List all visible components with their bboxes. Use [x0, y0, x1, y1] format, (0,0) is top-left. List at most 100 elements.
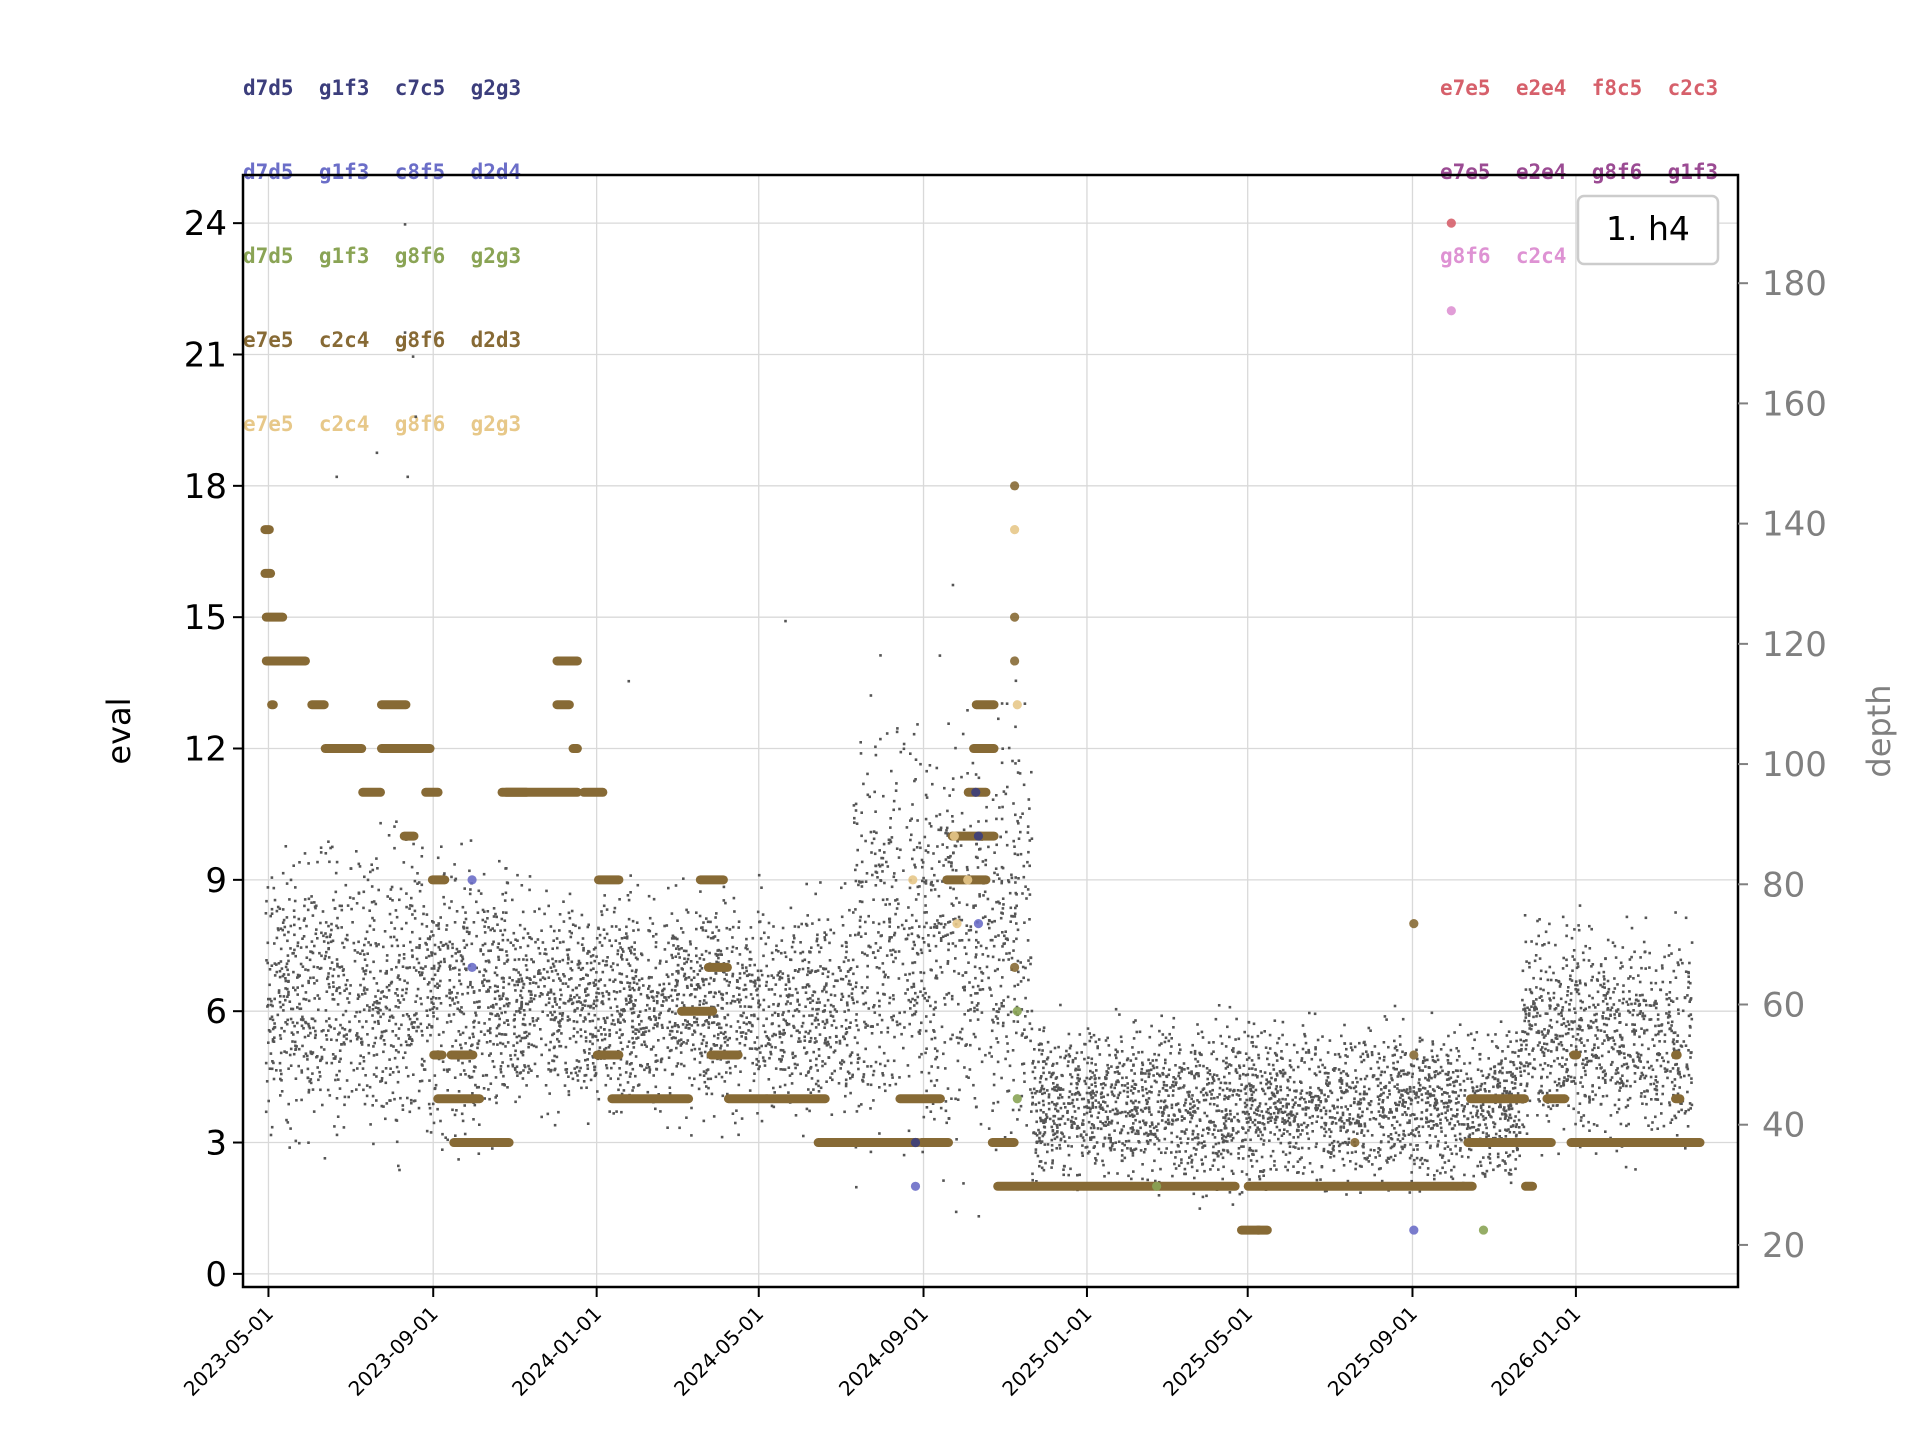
depth-point [287, 930, 290, 934]
depth-point [975, 930, 978, 934]
depth-point [689, 942, 692, 946]
depth-point [1098, 1105, 1102, 1109]
depth-point [281, 921, 285, 924]
depth-point [883, 993, 886, 996]
depth-point [698, 1047, 701, 1051]
depth-point [296, 1021, 299, 1025]
depth-point [933, 1047, 937, 1050]
depth-point [326, 977, 329, 981]
depth-point [995, 794, 998, 797]
depth-point [804, 1005, 807, 1008]
depth-point [448, 906, 451, 910]
depth-point [475, 1086, 479, 1089]
depth-point [1428, 1094, 1432, 1098]
depth-point [506, 958, 510, 962]
depth-point [483, 925, 486, 928]
depth-point [1023, 702, 1027, 705]
depth-point [312, 965, 316, 969]
depth-point [434, 1083, 438, 1087]
depth-point [1491, 1075, 1495, 1079]
depth-point [762, 1059, 766, 1062]
depth-point [845, 950, 848, 954]
depth-point [611, 968, 614, 972]
depth-point [912, 982, 916, 986]
depth-point [987, 919, 991, 922]
depth-point [1351, 1048, 1354, 1052]
depth-point [272, 1061, 275, 1065]
depth-point [521, 1077, 525, 1080]
depth-point [991, 907, 994, 911]
depth-point [1254, 1088, 1258, 1092]
depth-point [491, 1147, 494, 1150]
depth-point [553, 929, 556, 933]
depth-point [293, 933, 296, 937]
depth-point [924, 849, 928, 852]
depth-point [323, 1157, 327, 1160]
depth-point [1229, 1064, 1233, 1067]
depth-point [920, 1070, 923, 1074]
depth-point [338, 1060, 341, 1063]
depth-point [920, 1021, 923, 1025]
depth-point [658, 962, 662, 965]
depth-point [705, 1069, 709, 1072]
depth-point [957, 972, 961, 975]
depth-point [320, 954, 323, 958]
depth-point [879, 737, 882, 741]
depth-point [568, 998, 572, 1002]
depth-point [434, 997, 438, 1000]
depth-point [1427, 1073, 1431, 1076]
depth-point [643, 1026, 646, 1030]
depth-point [498, 998, 502, 1001]
depth-point [916, 953, 920, 956]
depth-point [882, 920, 886, 924]
depth-point [910, 932, 914, 936]
depth-point [984, 863, 987, 867]
depth-point [448, 996, 452, 1000]
depth-point [281, 1003, 285, 1007]
depth-point [1125, 1076, 1128, 1079]
depth-point [520, 977, 523, 980]
depth-point [282, 1009, 285, 1012]
depth-point [395, 820, 398, 823]
depth-point [942, 1179, 945, 1182]
depth-point [708, 1016, 711, 1019]
depth-point [613, 978, 617, 982]
depth-point [1321, 1063, 1324, 1067]
depth-point [297, 1064, 300, 1068]
depth-point [441, 1060, 445, 1063]
depth-point [988, 1051, 991, 1055]
depth-point [1408, 1191, 1412, 1194]
depth-point [838, 1042, 842, 1045]
depth-point [1000, 1076, 1003, 1080]
depth-point [933, 923, 937, 926]
depth-point [1415, 1093, 1418, 1097]
depth-point [1147, 1097, 1151, 1100]
depth-point [293, 948, 296, 952]
depth-point [705, 1019, 709, 1022]
depth-point [492, 915, 496, 918]
depth-point [1349, 1160, 1352, 1163]
depth-point [405, 1066, 408, 1069]
depth-point [478, 989, 481, 992]
depth-point [1479, 1088, 1482, 1091]
depth-point [1132, 1064, 1135, 1067]
depth-point [331, 1053, 335, 1056]
depth-point [1025, 1124, 1028, 1127]
depth-point [366, 952, 369, 955]
depth-point [1439, 1118, 1442, 1122]
depth-point [462, 939, 466, 942]
depth-point [1204, 1098, 1208, 1102]
depth-point [625, 935, 629, 938]
depth-point [841, 978, 845, 981]
depth-point [523, 927, 527, 931]
depth-point [889, 817, 892, 820]
depth-point [1129, 1147, 1132, 1150]
depth-point [492, 1065, 496, 1069]
depth-point [1310, 1095, 1313, 1099]
depth-point [458, 973, 461, 976]
depth-point [951, 820, 955, 823]
depth-point [736, 962, 740, 965]
depth-point [676, 945, 680, 948]
depth-point [449, 968, 452, 971]
depth-point [623, 936, 626, 939]
